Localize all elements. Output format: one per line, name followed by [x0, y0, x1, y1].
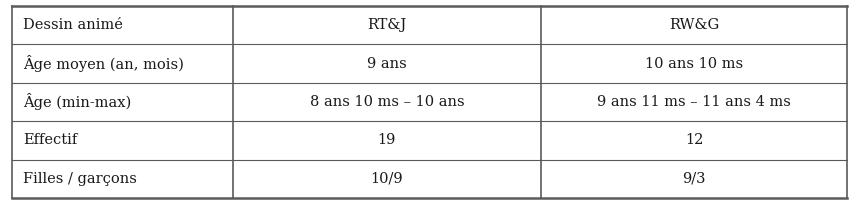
Text: 12: 12	[685, 133, 704, 147]
Text: Filles / garçons: Filles / garçons	[23, 172, 137, 186]
Text: 10/9: 10/9	[370, 172, 403, 186]
Text: 8 ans 10 ms – 10 ans: 8 ans 10 ms – 10 ans	[309, 95, 464, 109]
Text: RW&G: RW&G	[669, 18, 719, 32]
Text: 19: 19	[378, 133, 396, 147]
Text: Effectif: Effectif	[23, 133, 77, 147]
Text: 10 ans 10 ms: 10 ans 10 ms	[645, 57, 743, 71]
Text: RT&J: RT&J	[368, 18, 406, 32]
Text: 9/3: 9/3	[682, 172, 706, 186]
Text: 9 ans: 9 ans	[367, 57, 407, 71]
Text: 9 ans 11 ms – 11 ans 4 ms: 9 ans 11 ms – 11 ans 4 ms	[597, 95, 791, 109]
Text: Dessin animé: Dessin animé	[23, 18, 123, 32]
Text: Âge moyen (an, mois): Âge moyen (an, mois)	[23, 55, 184, 72]
Text: Âge (min-max): Âge (min-max)	[23, 93, 131, 111]
